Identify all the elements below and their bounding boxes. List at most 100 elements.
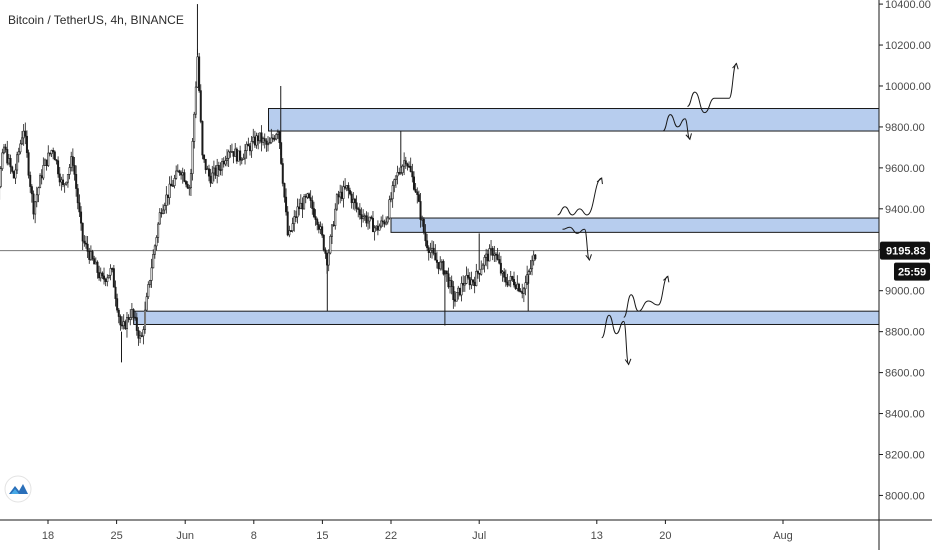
projections-layer xyxy=(557,62,739,366)
candle xyxy=(45,159,48,171)
candle xyxy=(173,174,176,189)
candle xyxy=(501,270,504,282)
candle xyxy=(245,141,248,159)
candle xyxy=(468,272,471,290)
candle xyxy=(68,164,71,180)
candle xyxy=(50,149,53,158)
candle xyxy=(383,219,386,228)
candle xyxy=(339,184,342,204)
candle xyxy=(298,198,301,216)
candle xyxy=(330,224,333,244)
candle xyxy=(42,157,45,181)
candle xyxy=(63,183,66,193)
countdown-badge-bg xyxy=(894,262,930,281)
y-tick-label: 8200.00 xyxy=(885,449,925,461)
candle xyxy=(235,147,238,164)
candle xyxy=(250,136,253,158)
candle xyxy=(435,251,438,269)
candle xyxy=(76,183,79,210)
candle xyxy=(232,151,235,164)
projection-scenario-4 xyxy=(562,226,592,262)
candle xyxy=(329,234,332,255)
x-tick-label: 18 xyxy=(42,530,54,542)
candle xyxy=(148,279,151,288)
candle xyxy=(306,192,309,200)
candle xyxy=(4,143,7,153)
candle xyxy=(211,165,214,184)
candle xyxy=(462,275,465,292)
candle xyxy=(485,248,488,267)
x-tick-label: Jul xyxy=(472,530,486,542)
candle xyxy=(168,176,171,205)
zone-1[interactable] xyxy=(268,108,880,132)
candle xyxy=(94,257,97,265)
candle xyxy=(294,210,297,223)
y-tick-label: 9800.00 xyxy=(885,122,925,134)
candle xyxy=(171,179,174,187)
tradingview-logo-icon[interactable] xyxy=(4,475,32,503)
candle xyxy=(327,249,330,272)
candle xyxy=(534,254,537,261)
candle xyxy=(442,259,445,276)
candle xyxy=(66,174,69,188)
zone-3[interactable] xyxy=(133,310,880,325)
candle xyxy=(311,195,314,215)
candle xyxy=(244,144,247,165)
candle xyxy=(260,125,263,152)
candle xyxy=(0,166,2,189)
candle xyxy=(521,283,524,299)
x-tick-label: 13 xyxy=(591,530,603,542)
candle xyxy=(475,263,478,287)
candle xyxy=(125,312,128,338)
candle xyxy=(453,290,456,307)
candle xyxy=(368,216,371,229)
candle xyxy=(273,135,276,142)
candle xyxy=(434,244,437,261)
candle xyxy=(53,150,56,161)
x-tick-label: 22 xyxy=(385,530,397,542)
candle xyxy=(460,276,463,302)
candle xyxy=(212,160,215,182)
candle xyxy=(312,201,315,219)
candle xyxy=(137,326,140,346)
price-badge-countdown: 25:59 xyxy=(898,267,926,279)
candle xyxy=(186,181,189,189)
candle xyxy=(296,198,299,224)
candle xyxy=(165,186,168,214)
candle xyxy=(271,133,274,142)
candle xyxy=(455,292,458,302)
candle xyxy=(84,235,87,249)
candle xyxy=(119,314,122,331)
price-badge-price: 9195.83 xyxy=(886,246,926,258)
candle xyxy=(373,225,376,241)
candle xyxy=(155,235,158,251)
candle xyxy=(19,139,22,155)
time-axis[interactable]: 18 25 Jun 8 15 22 Jul 13 20 Aug xyxy=(42,520,793,542)
candle xyxy=(283,182,286,203)
zone-2[interactable] xyxy=(390,217,880,233)
candle xyxy=(309,190,312,208)
candle xyxy=(55,159,58,165)
candle xyxy=(349,187,352,196)
candle xyxy=(24,122,27,145)
candle xyxy=(7,154,10,166)
candle xyxy=(422,217,425,235)
candle xyxy=(104,277,107,287)
candle xyxy=(278,130,281,150)
candle xyxy=(532,250,535,266)
candle xyxy=(157,222,160,243)
candle xyxy=(493,245,496,262)
candle xyxy=(281,158,284,187)
candle xyxy=(58,166,61,187)
candle xyxy=(1,148,4,171)
candle xyxy=(467,268,470,280)
candle xyxy=(486,249,489,270)
candle xyxy=(345,185,348,192)
candle xyxy=(142,326,145,345)
candle xyxy=(121,316,124,330)
candle xyxy=(388,195,391,220)
candle xyxy=(270,128,273,144)
candle xyxy=(122,314,125,330)
candle xyxy=(47,145,50,167)
